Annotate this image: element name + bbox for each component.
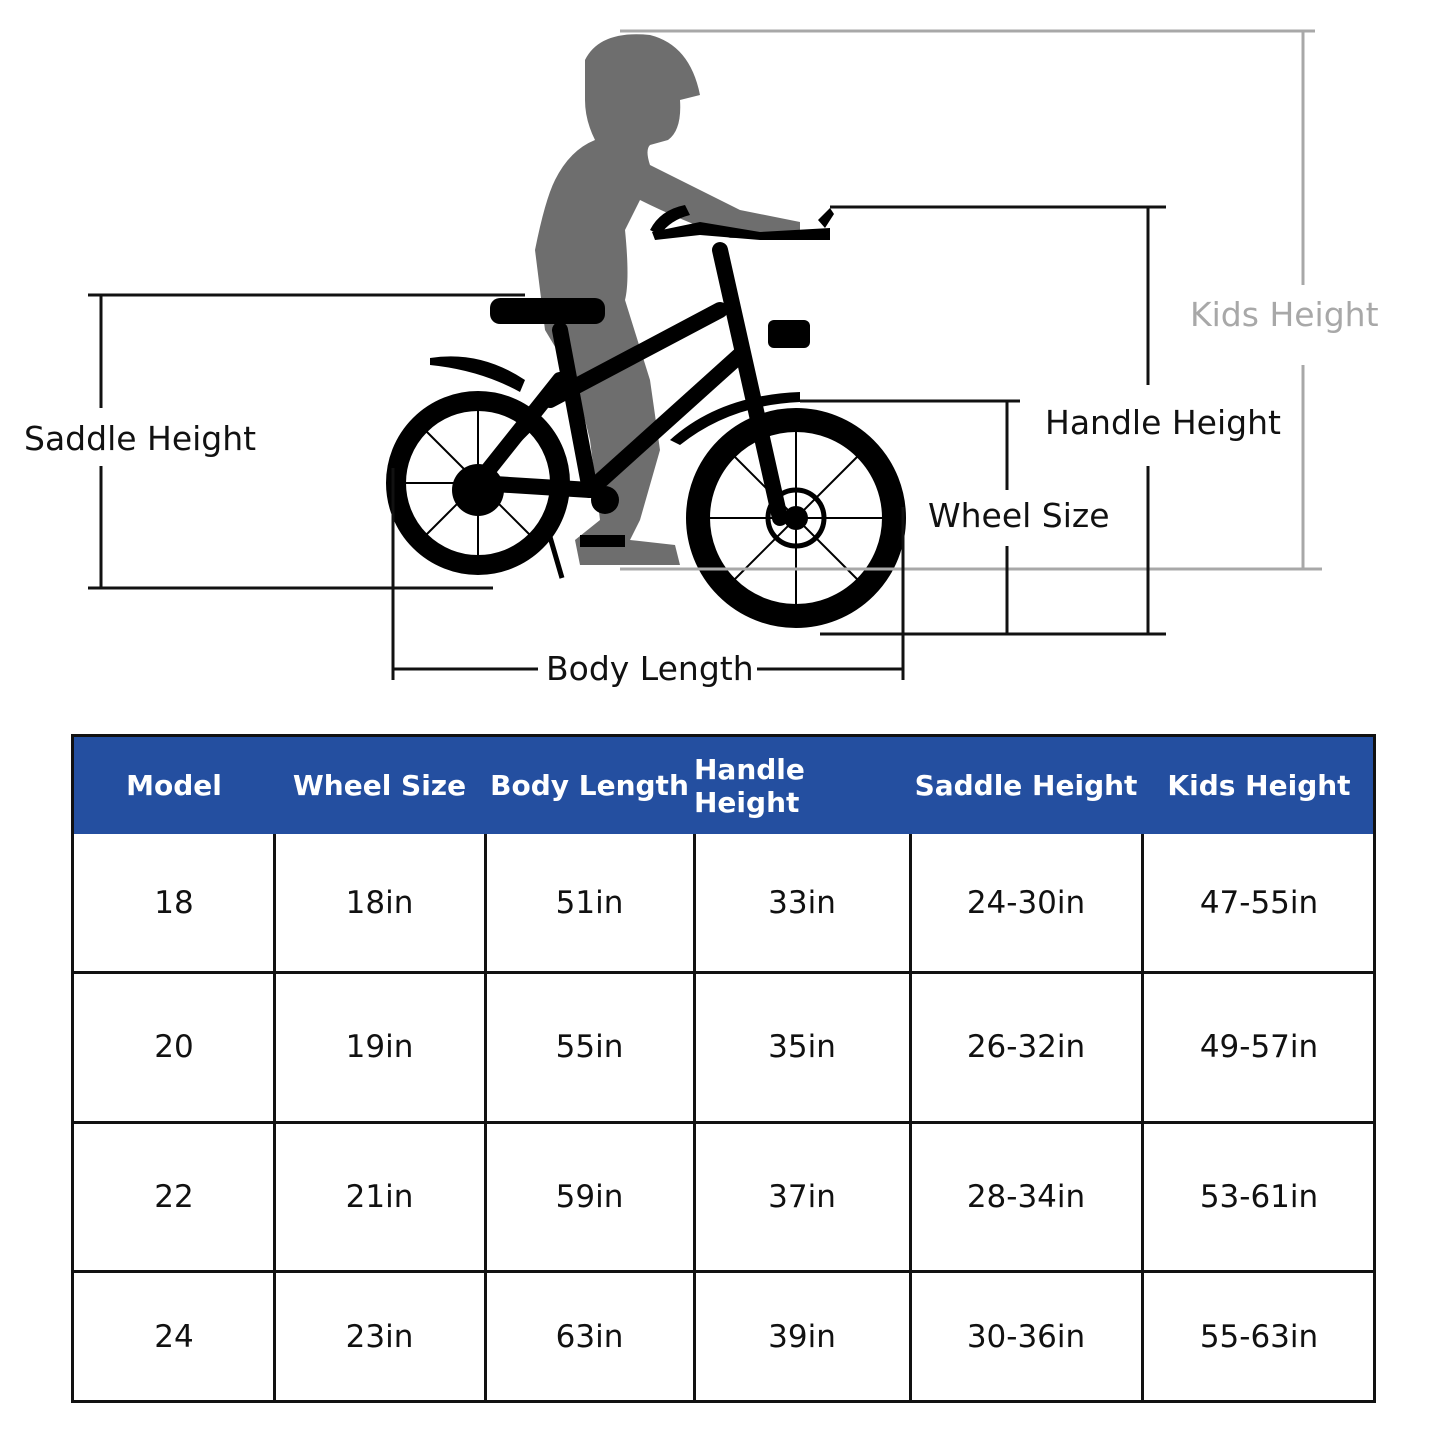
kids-height-label: Kids Height [1190,295,1379,334]
column-header: Handle Height [694,752,805,819]
table-cell: 53-61in [1199,1178,1319,1215]
column-divider [909,834,912,1400]
table-cell: 24 [154,1319,194,1355]
table-cell: 19in [345,1029,414,1065]
table-cell: 18in [345,885,414,921]
table-cell: 55-63in [1199,1319,1319,1355]
dimension-lines [88,205,1166,680]
bike-size-diagram [88,29,1322,680]
saddle-height-label: Saddle Height [24,419,257,458]
table-cell: 20 [154,1029,194,1065]
column-divider [484,834,487,1400]
table-cell: 22 [154,1178,194,1215]
column-header: Body Length [490,769,689,802]
body-length-label: Body Length [546,649,754,688]
column-header: Model [126,769,222,802]
row-divider [74,1121,1373,1124]
table-header [74,737,1373,834]
table-cell: 63in [555,1319,624,1355]
child-rider-silhouette [535,34,800,566]
column-header: Saddle Height [914,769,1138,802]
column-header: Kids Height [1167,769,1351,802]
row-divider [74,971,1373,974]
table-cell: 33in [768,885,836,921]
table-cell: 23in [345,1319,414,1355]
column-divider [273,834,276,1400]
table-cell: 47-55in [1199,885,1319,921]
table-cell: 35in [768,1029,836,1065]
table-cell: 18 [154,885,194,921]
table-cell: 49-57in [1199,1029,1319,1065]
table-cell: 24-30in [966,885,1086,921]
table-cell: 26-32in [966,1029,1086,1065]
table-cell: 37in [768,1178,836,1215]
table-cell: 51in [555,885,624,921]
column-divider [693,834,696,1400]
handle-height-label: Handle Height [1045,403,1281,442]
kids-height-dimension [620,29,1322,571]
table-cell: 28-34in [966,1178,1086,1215]
column-divider [1141,834,1144,1400]
bike-silhouette [386,205,906,628]
table-cell: 55in [555,1029,624,1065]
table-cell: 30-36in [966,1319,1086,1355]
table-cell: 59in [555,1178,624,1215]
size-table: Model Wheel Size Body Length Handle Height S… [71,734,1376,1403]
table-cell: 21in [345,1178,414,1215]
table-cell: 39in [768,1319,836,1355]
column-header: Wheel Size [292,769,467,802]
wheel-size-label: Wheel Size [928,496,1110,535]
row-divider [74,1270,1373,1273]
